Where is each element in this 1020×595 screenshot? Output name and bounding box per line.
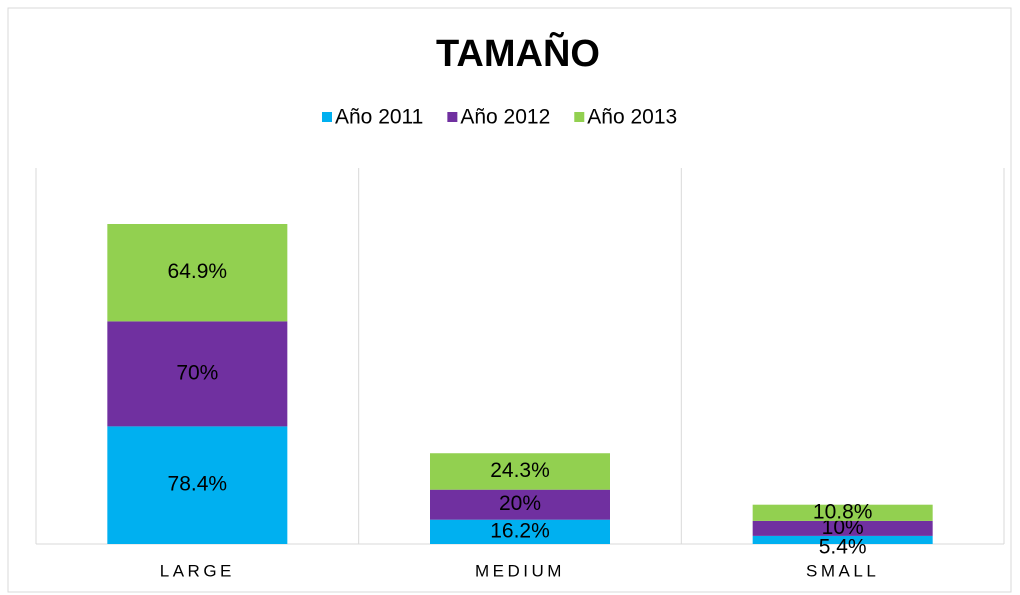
- data-label: 78.4%: [168, 473, 228, 496]
- chart-title: TAMAÑO: [436, 31, 600, 75]
- legend-label: Año 2013: [587, 106, 677, 129]
- bar-segment: [752, 520, 933, 536]
- legend-swatch: [574, 112, 585, 122]
- bar-segment: [107, 224, 288, 322]
- data-label: 10%: [822, 516, 864, 539]
- x-tick-label: SMALL: [806, 561, 879, 580]
- x-tick-label: LARGE: [160, 561, 235, 580]
- data-label: 64.9%: [168, 260, 228, 283]
- bar-segment: [430, 489, 610, 520]
- legend-swatch: [322, 112, 332, 122]
- data-label: 16.2%: [490, 519, 550, 542]
- bar-segment: [107, 426, 288, 544]
- data-label: 5.4%: [819, 535, 867, 558]
- bar-segment: [752, 504, 933, 521]
- data-label: 10.8%: [813, 500, 873, 523]
- bar-segment: [107, 321, 288, 427]
- bar-segment: [430, 519, 610, 544]
- x-tick-label: MEDIUM: [475, 561, 565, 580]
- data-label: 70%: [176, 361, 218, 384]
- legend-label: Año 2012: [460, 106, 550, 129]
- data-label: 24.3%: [490, 459, 550, 482]
- legend-label: Año 2011: [335, 106, 423, 129]
- bar-segment: [752, 535, 933, 544]
- bar-segment: [430, 453, 610, 490]
- legend-swatch: [447, 112, 458, 122]
- data-label: 20%: [499, 492, 541, 515]
